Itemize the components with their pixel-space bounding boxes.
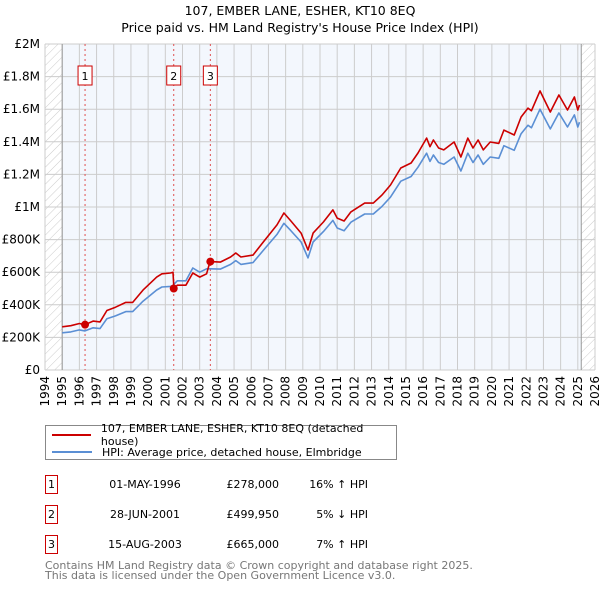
legend-item-hpi: HPI: Average price, detached house, Elmb… [46, 444, 362, 460]
x-tick-label: 2015 [399, 376, 413, 407]
y-tick-label: £1.2M [3, 167, 40, 181]
sale-date: 28-JUN-2001 [109, 508, 181, 521]
x-tick-label: 2024 [554, 376, 568, 407]
chart-subtitle: Price paid vs. HM Land Registry's House … [121, 20, 479, 35]
y-tick-label: £1.6M [3, 102, 40, 116]
x-tick-label: 1998 [107, 376, 121, 407]
x-tick-label: 2008 [279, 376, 293, 407]
sale-point [169, 284, 178, 293]
sale-marker-label: 2 [170, 70, 177, 83]
x-tick-label: 2017 [433, 376, 447, 407]
property-price-line [62, 90, 581, 328]
x-tick-label: 2003 [193, 376, 207, 407]
legend-label: 107, EMBER LANE, ESHER, KT10 8EQ (detach… [100, 422, 364, 448]
x-tick-label: 2019 [468, 376, 482, 407]
x-tick-label: 1999 [124, 376, 138, 407]
x-tick-label: 2016 [416, 376, 430, 407]
y-tick-label: £600K [2, 265, 42, 279]
price-chart: 1994 1995 1996 1997 1998 1999 2000 2001 2002 2003… [2, 37, 600, 407]
sale-hpi-diff: 5% ↓ HPI [316, 508, 368, 521]
sale-date: 01-MAY-1996 [109, 478, 181, 491]
x-tick-label: 2010 [313, 376, 327, 407]
y-tick-label: £1.8M [3, 70, 40, 84]
legend-label: HPI: Average price, detached house, Elmb… [102, 445, 362, 459]
x-tick-label: 2004 [210, 376, 224, 407]
x-tick-label: 2022 [519, 376, 533, 407]
sale-price: £665,000 [226, 538, 280, 551]
x-tick-label: 2012 [347, 376, 361, 407]
x-tick-label: 1995 [55, 376, 69, 407]
y-tick-label: £800K [2, 233, 42, 247]
x-tick-label: 2007 [261, 376, 275, 407]
legend-swatch-red [52, 434, 91, 436]
x-tick-label: 2025 [571, 376, 585, 407]
y-tick-label: £1.4M [3, 135, 40, 149]
y-tick-label: £2M [14, 37, 40, 51]
x-tick-label: 2026 [588, 376, 600, 407]
sale-row: 1 01-MAY-1996 £278,000 16% ↑ HPI [45, 475, 445, 495]
x-tick-label: 2006 [244, 376, 258, 407]
x-tick-label: 2018 [451, 376, 465, 407]
sale-hpi-diff: 7% ↑ HPI [316, 538, 368, 551]
footer-copyright: Contains HM Land Registry data © Crown c… [45, 559, 473, 572]
hpi-line [62, 108, 581, 334]
sale-marker-label: 3 [207, 70, 214, 83]
x-tick-label: 1996 [72, 376, 86, 407]
sale-date: 15-AUG-2003 [108, 538, 182, 551]
sale-marker: 1 [45, 475, 58, 494]
y-tick-label: £200K [2, 330, 42, 344]
footer-licence: This data is licensed under the Open Gov… [45, 569, 396, 582]
sale-marker-box [77, 65, 93, 86]
x-tick-label: 2014 [382, 376, 396, 407]
sale-marker-box [202, 65, 218, 86]
x-tick-label: 2001 [158, 376, 172, 407]
x-tick-label: 2023 [536, 376, 550, 407]
chart-title: 107, EMBER LANE, ESHER, KT10 8EQ [184, 3, 416, 18]
x-tick-label: 2009 [296, 376, 310, 407]
y-tick-label: £400K [2, 298, 42, 312]
sale-price: £278,000 [226, 478, 280, 491]
sale-price: £499,950 [226, 508, 280, 521]
sale-point [81, 320, 90, 329]
sale-hpi-diff: 16% ↑ HPI [309, 478, 368, 491]
legend-swatch-blue [52, 451, 92, 453]
y-tick-label: £0 [25, 363, 40, 377]
x-tick-label: 2000 [141, 376, 155, 407]
x-tick-label: 2002 [176, 376, 190, 407]
x-tick-label: 2021 [502, 376, 516, 407]
sale-row: 2 28-JUN-2001 £499,950 5% ↓ HPI [45, 505, 445, 525]
legend-item-property: 107, EMBER LANE, ESHER, KT10 8EQ (detach… [46, 422, 396, 448]
sale-point [206, 257, 215, 266]
x-tick-label: 1994 [38, 376, 52, 407]
legend: 107, EMBER LANE, ESHER, KT10 8EQ (detach… [45, 422, 397, 460]
x-tick-label: 2005 [227, 376, 241, 407]
sale-marker-label: 1 [82, 70, 89, 83]
x-tick-label: 2020 [485, 376, 499, 407]
y-tick-label: £1M [14, 200, 40, 214]
sale-marker: 3 [45, 535, 58, 554]
x-tick-label: 2013 [365, 376, 379, 407]
x-tick-label: 1997 [90, 376, 104, 407]
sale-marker-box [166, 65, 182, 86]
sale-row: 3 15-AUG-2003 £665,000 7% ↑ HPI [45, 535, 445, 555]
x-tick-label: 2011 [330, 376, 344, 407]
sale-marker: 2 [45, 505, 58, 524]
